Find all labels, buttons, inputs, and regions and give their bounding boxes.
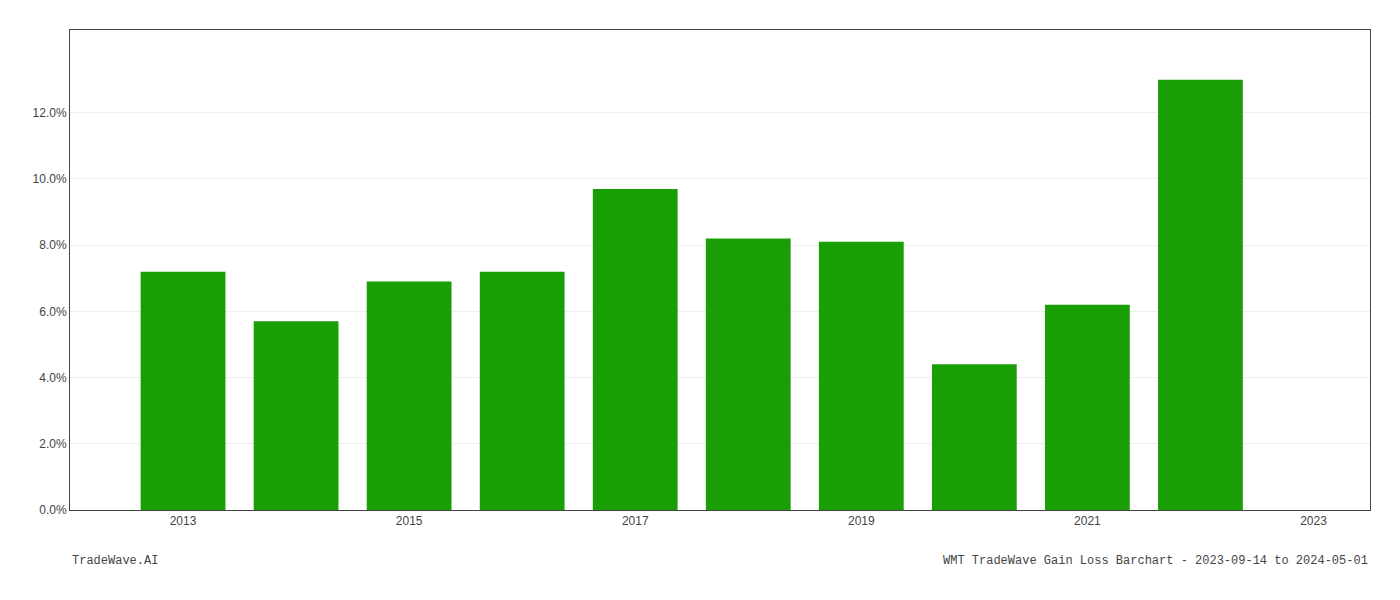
svg-text:4.0%: 4.0% xyxy=(39,371,67,385)
svg-text:WMT TradeWave Gain Loss Barcha: WMT TradeWave Gain Loss Barchart - 2023-… xyxy=(943,554,1368,568)
svg-text:2021: 2021 xyxy=(1074,514,1101,528)
svg-text:6.0%: 6.0% xyxy=(39,305,67,319)
svg-text:10.0%: 10.0% xyxy=(33,172,67,186)
svg-text:2013: 2013 xyxy=(170,514,197,528)
svg-text:TradeWave.AI: TradeWave.AI xyxy=(72,554,158,568)
svg-text:2017: 2017 xyxy=(622,514,649,528)
svg-text:2023: 2023 xyxy=(1300,514,1327,528)
svg-text:12.0%: 12.0% xyxy=(33,106,67,120)
svg-text:0.0%: 0.0% xyxy=(39,503,67,517)
svg-text:2019: 2019 xyxy=(848,514,875,528)
svg-text:8.0%: 8.0% xyxy=(39,238,67,252)
svg-text:2.0%: 2.0% xyxy=(39,437,67,451)
svg-text:2015: 2015 xyxy=(396,514,423,528)
